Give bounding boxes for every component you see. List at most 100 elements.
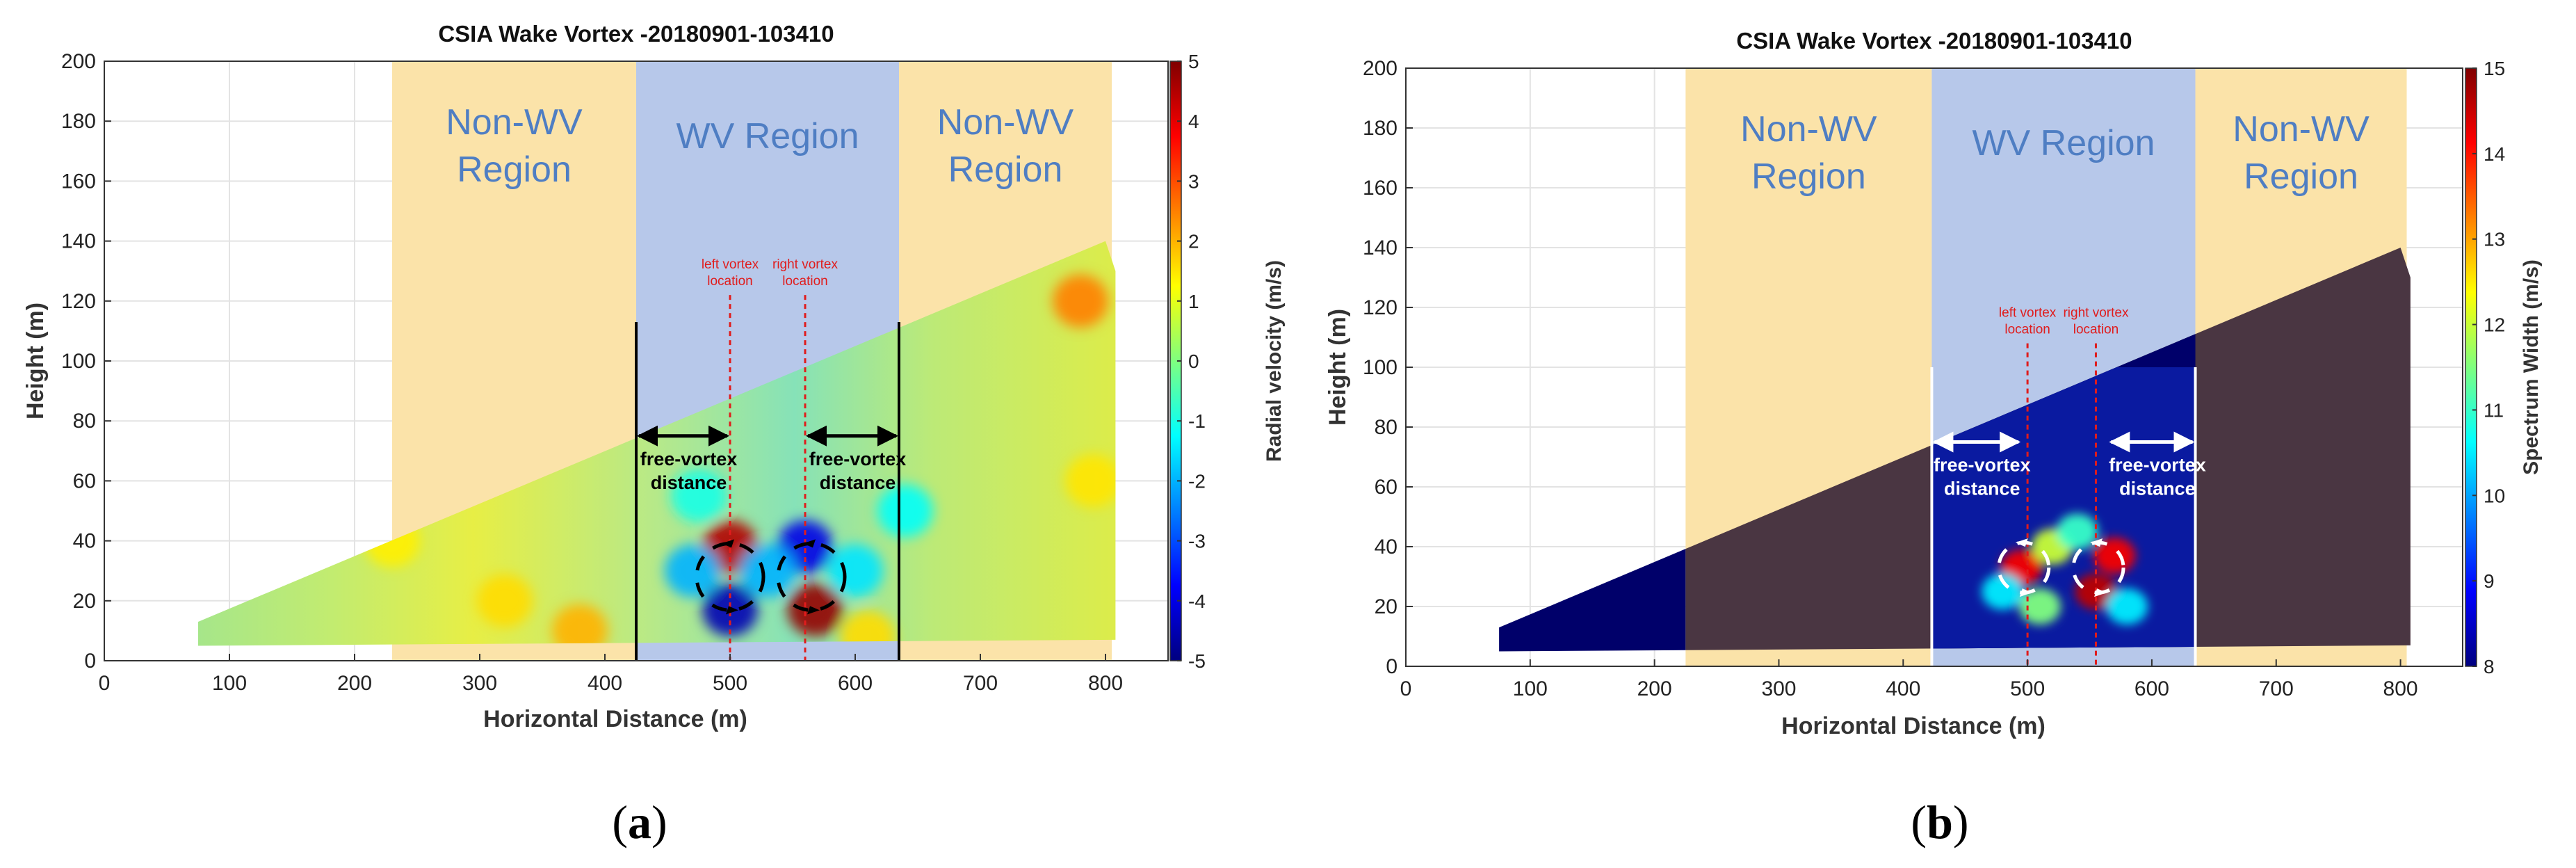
colorbar-tick-label: -2 [1188,470,1206,492]
x-tick-label: 0 [1400,677,1412,700]
y-tick-label: 20 [73,590,96,613]
vortex-rotation-arrowhead [807,606,820,615]
caption-paren-close: ) [1953,796,1969,849]
x-tick-label: 400 [588,672,622,695]
colorbar-tick-label: 1 [1188,291,1199,312]
vortex-blob [2056,513,2098,550]
vortex-blob [665,544,720,597]
region-label: Region [2244,156,2358,197]
panel-b: Non-WV Region WV Region Non-WV Region left vo… [1325,28,2543,849]
y-tick-label: 120 [61,290,96,313]
vortex-location-label: location [782,274,828,289]
region-label: Non-WV [2233,109,2370,150]
colorbar-tick-label: -3 [1188,531,1206,552]
region-label: WV Region [1972,123,2155,163]
region-label: Non-WV [937,102,1074,143]
colorbar-tick-label: 13 [2484,229,2505,250]
vortex-blob [671,469,727,522]
colorbar-tick-label: -5 [1188,650,1206,672]
x-tick-label: 600 [838,672,873,695]
x-tick-label: 200 [337,672,372,695]
free-vortex-label: free-vortex [1934,455,2031,476]
region-label: Region [1751,156,1866,197]
x-tick-label: 300 [462,672,497,695]
vortex-location-label: location [2073,323,2119,337]
vortex-field [1982,513,2148,625]
panel-caption: (b) [1911,796,1968,849]
colorbar-tick-label: 11 [2484,399,2504,421]
colorbar-tick-label: 10 [2484,485,2505,506]
colorbar-tick-label: 14 [2484,143,2505,165]
x-tick-label: 100 [212,672,247,695]
region-label: Region [457,150,572,190]
caption-letter: b [1927,796,1953,849]
y-axis-label: Height (m) [22,303,49,419]
caption-letter: a [628,796,651,849]
chart-title: CSIA Wake Vortex -20180901-103410 [438,21,834,47]
y-tick-label: 40 [1375,536,1398,558]
vortex-rotation-arrowhead [726,606,738,615]
free-vortex-label: distance [820,472,896,493]
vortex-location-label: right vortex [772,257,838,272]
colorbar [2465,67,2477,667]
x-tick-label: 800 [1088,672,1123,695]
y-tick-label: 40 [73,530,96,553]
colorbar-tick-label: 3 [1188,170,1199,192]
vortex-blob [2019,588,2061,625]
vortex-rotation-arrowhead [2094,588,2107,597]
region-label: Non-WV [1740,109,1877,150]
vortex-blob [1053,274,1108,328]
colorbar-tick-label: 15 [2484,58,2505,79]
x-tick-label: 0 [99,672,111,695]
vortex-location-label: left vortex [1999,306,2057,321]
x-tick-label: 400 [1886,677,1920,700]
y-tick-label: 180 [61,110,96,133]
vortex-rotation-arrowhead [2015,538,2028,547]
free-vortex-label: distance [1944,479,2020,499]
free-vortex-label: distance [651,472,727,493]
y-tick-label: 100 [1363,356,1398,379]
y-tick-label: 80 [1375,416,1398,439]
colorbar-tick-label: 5 [1188,51,1199,72]
vortex-blob [477,574,533,627]
chart-title: CSIA Wake Vortex -20180901-103410 [1736,28,2132,54]
colorbar-tick-label: 9 [2484,570,2495,592]
x-tick-label: 500 [2010,677,2045,700]
x-tick-label: 300 [1761,677,1796,700]
vortex-location-label: location [2004,323,2050,337]
region-label: Non-WV [446,102,583,143]
colorbar-label: Spectrum Width (m/s) [2520,259,2543,475]
x-tick-label: 600 [2134,677,2169,700]
y-tick-label: 160 [1363,177,1398,200]
vortex-rotation-arrowhead [722,539,734,548]
y-tick-label: 200 [61,50,96,73]
vortex-blob [1982,573,2024,610]
colorbar-tick-label: 8 [2484,656,2495,677]
region-label: WV Region [677,116,859,156]
vortex-blob [1065,454,1116,508]
y-axis-label: Height (m) [1325,309,1351,426]
y-tick-label: 180 [1363,117,1398,140]
y-tick-label: 60 [73,469,96,492]
vortex-blob [740,544,795,597]
vortex-rotation-arrowhead [2019,588,2032,597]
y-tick-label: 100 [61,350,96,373]
vortex-blob [2106,588,2148,625]
x-tick-label: 700 [2259,677,2294,700]
x-tick-label: 500 [713,672,747,695]
panel-a: Non-WV Region WV Region Non-WV Region left vo… [22,21,1286,849]
vortex-rotation-circle [776,541,847,612]
colorbar-tick-label: -1 [1188,410,1206,432]
y-tick-label: 20 [1375,595,1398,618]
y-tick-label: 160 [61,170,96,193]
colorbar-tick-label: 2 [1188,231,1199,252]
y-tick-label: 60 [1375,476,1398,499]
free-vortex-label: free-vortex [2109,455,2206,476]
vortex-location-label: right vortex [2063,306,2128,321]
y-tick-label: 80 [73,410,96,433]
free-vortex-label: free-vortex [809,449,907,469]
y-tick-label: 140 [61,230,96,253]
free-vortex-label: free-vortex [640,449,738,469]
panel-caption: (a) [612,796,667,849]
colorbar-tick-label: 12 [2484,314,2505,336]
